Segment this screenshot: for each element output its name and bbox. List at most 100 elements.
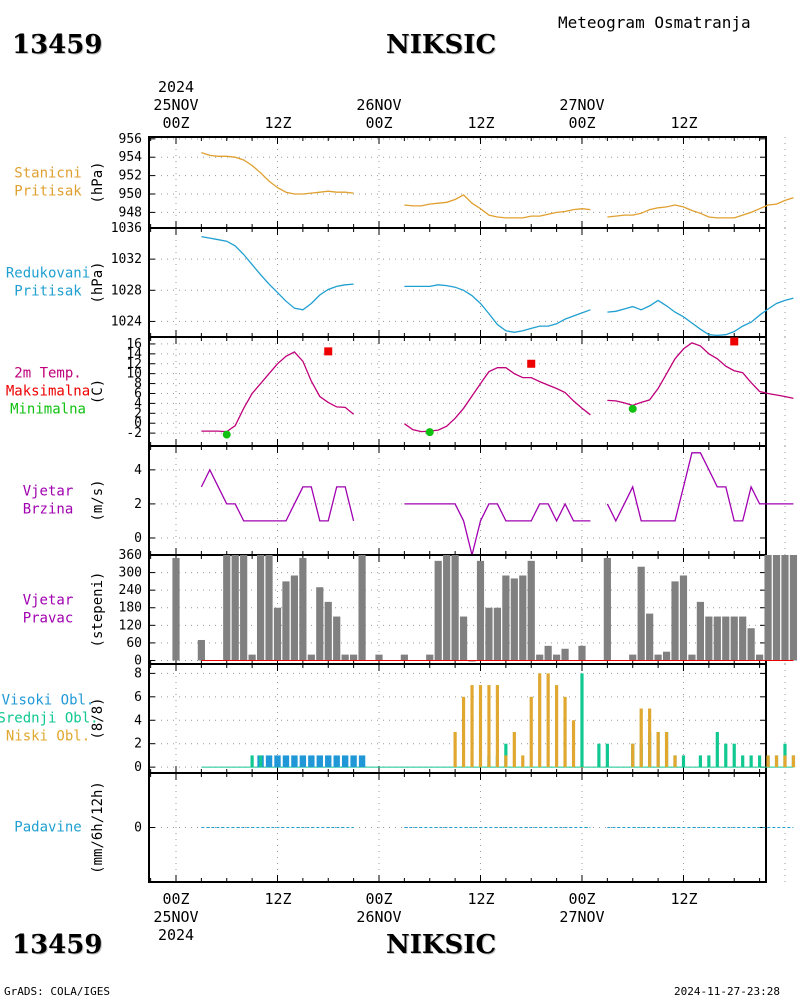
direction-bar xyxy=(333,616,341,661)
bottom-hour-label: 00Z xyxy=(162,890,189,908)
top-hour-label: 12Z xyxy=(264,114,291,132)
y-axis-title: (m/s) xyxy=(90,479,106,521)
top-hour-label: 00Z xyxy=(568,114,595,132)
series-line xyxy=(606,452,794,523)
mid-cloud-bar xyxy=(707,755,711,768)
top-hour-label: 12Z xyxy=(467,114,494,132)
low-cloud-bar xyxy=(487,685,491,768)
top-year-label: 2024 xyxy=(158,78,194,96)
station-id-top: 13459 xyxy=(12,30,103,60)
station-name-bottom: NIKSIC xyxy=(386,930,497,960)
mid-cloud-bar xyxy=(698,755,702,768)
panel-frame xyxy=(148,445,767,556)
y-tick-label: 2 xyxy=(134,406,142,421)
direction-bar xyxy=(256,555,265,661)
top-time-axis: 2024 25NOV 26NOV 27NOV 00Z 12Z 00Z 12Z 0… xyxy=(153,78,697,132)
mid-cloud-bar xyxy=(605,743,609,768)
series-line xyxy=(404,194,591,219)
direction-bar xyxy=(730,616,738,661)
series-line xyxy=(200,468,355,522)
low-cloud-bar xyxy=(656,731,660,768)
low-cloud-bar xyxy=(504,755,508,768)
panel-label: Padavine xyxy=(14,820,81,836)
grid xyxy=(149,337,786,446)
low-cloud-bar xyxy=(521,755,525,768)
y-tick-label: 0 xyxy=(134,653,142,668)
panel-label: Stanicni xyxy=(14,166,81,182)
direction-bar xyxy=(696,601,704,661)
high-cloud-bar xyxy=(282,755,290,768)
mid-cloud-bar xyxy=(732,743,736,768)
series-line xyxy=(201,151,354,195)
y-tick-label: 956 xyxy=(119,132,142,147)
direction-bar xyxy=(307,654,315,661)
direction-bar xyxy=(688,654,696,661)
y-tick-label: -2 xyxy=(126,426,142,441)
direction-bar xyxy=(603,557,611,661)
direction-bar xyxy=(722,616,730,661)
y-tick-label: 0 xyxy=(134,821,142,836)
direction-bar xyxy=(646,613,654,661)
direction-bar xyxy=(240,555,248,661)
y-tick-label: 1036 xyxy=(111,221,142,236)
low-cloud-bar xyxy=(478,685,483,768)
mid-cloud-bar xyxy=(715,731,719,768)
y-axis-title: (mm/6h/12h) xyxy=(90,781,106,874)
grid xyxy=(149,446,786,555)
direction-bar xyxy=(772,555,781,661)
direction-bar xyxy=(561,648,569,661)
y-tick-label: 240 xyxy=(119,583,142,598)
y-tick-label: 16 xyxy=(126,337,142,352)
direction-bar xyxy=(299,557,307,661)
panel-label: Redukovani xyxy=(6,266,90,282)
direction-bar xyxy=(290,575,299,661)
y-tick-label: 120 xyxy=(119,618,142,633)
y-axis-title: (stepeni) xyxy=(90,572,106,648)
high-cloud-bar xyxy=(333,755,340,768)
direction-bar xyxy=(451,555,459,661)
min-temp-marker xyxy=(222,430,231,439)
direction-bar xyxy=(662,651,671,661)
high-cloud-bar xyxy=(265,755,273,768)
bottom-time-axis: 00Z 12Z 00Z 12Z 00Z 12Z 25NOV 26NOV 27NO… xyxy=(153,890,697,944)
y-tick-label: 4 xyxy=(134,713,142,728)
series-line xyxy=(607,342,794,407)
y-tick-label: 950 xyxy=(119,187,142,202)
direction-bar xyxy=(747,628,755,661)
direction-bar xyxy=(231,555,239,661)
y-tick-label: 300 xyxy=(119,566,142,581)
y-tick-label: 954 xyxy=(119,150,143,165)
panel-label: Maksimalna xyxy=(6,384,90,400)
y-tick-label: 60 xyxy=(126,636,142,651)
mid-cloud-bar xyxy=(597,743,601,768)
low-cloud-bar xyxy=(470,685,474,768)
top-hour-label: 00Z xyxy=(162,114,189,132)
y-axis-title: (hPa) xyxy=(90,161,106,203)
panel-label: Vjetar xyxy=(23,593,74,609)
direction-bar xyxy=(781,555,789,661)
panel-redukovani-pritisak: 1024 1028 1032 1036 (hPa)Redukovani Pritisak xyxy=(6,221,794,338)
mid-cloud-bar xyxy=(749,755,753,768)
direction-bar xyxy=(764,555,772,661)
y-tick-label: 0 xyxy=(134,531,142,546)
y-tick-label: 12 xyxy=(126,357,142,372)
panel-vjetar-brzina: 0 2 4 (m/s) Vjetar Brzina xyxy=(23,445,794,556)
direction-bar xyxy=(223,555,231,661)
mid-cloud-bar xyxy=(250,755,254,768)
bottom-hour-label: 00Z xyxy=(365,890,392,908)
high-cloud-bar xyxy=(316,755,323,768)
low-cloud-bar xyxy=(774,755,779,768)
direction-bar xyxy=(443,555,451,661)
panel-label: Visoki Obl. xyxy=(2,693,95,709)
series-line xyxy=(607,297,794,337)
panel-label: Srednji Obl. xyxy=(0,711,99,727)
y-axis-title: (C) xyxy=(90,379,106,404)
panel-frame xyxy=(148,136,767,229)
y-tick-label: 14 xyxy=(126,347,142,362)
direction-bar xyxy=(434,560,442,661)
series-line xyxy=(201,235,354,311)
low-cloud-bar xyxy=(664,731,669,768)
bottom-date-label: 27NOV xyxy=(559,908,604,926)
y-tick-label: 10 xyxy=(126,367,142,382)
